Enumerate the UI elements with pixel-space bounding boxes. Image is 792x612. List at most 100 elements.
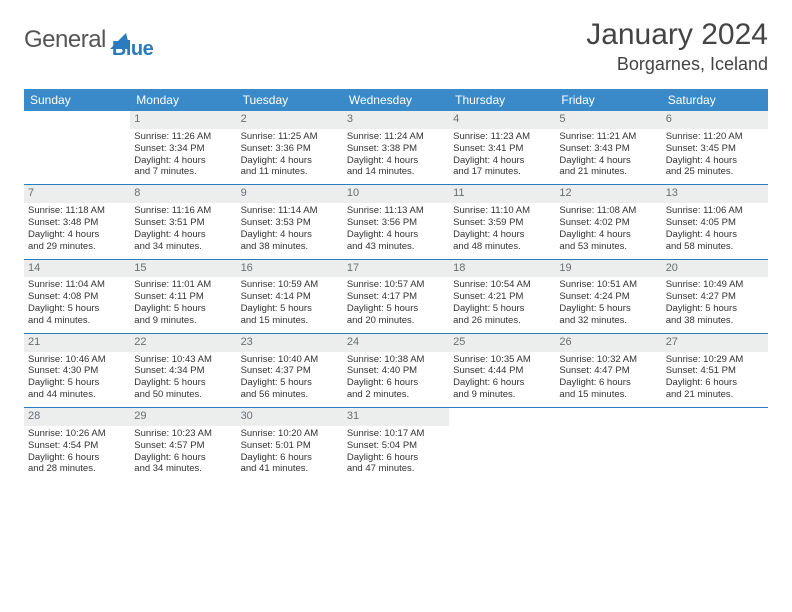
calendar-day-cell: 27Sunrise: 10:29 AMSunset: 4:51 PMDaylig… bbox=[662, 333, 768, 407]
daylight-label-2: and 43 minutes. bbox=[347, 241, 445, 253]
calendar-day-cell: 29Sunrise: 10:23 AMSunset: 4:57 PMDaylig… bbox=[130, 408, 236, 482]
calendar-day-cell: 22Sunrise: 10:43 AMSunset: 4:34 PMDaylig… bbox=[130, 333, 236, 407]
sunrise-label: Sunrise: 10:49 AM bbox=[666, 279, 764, 291]
title-block: January 2024 Borgarnes, Iceland bbox=[586, 18, 768, 75]
sunset-label: Sunset: 3:53 PM bbox=[241, 217, 339, 229]
daylight-label-1: Daylight: 4 hours bbox=[347, 155, 445, 167]
daylight-label-1: Daylight: 5 hours bbox=[134, 377, 232, 389]
daylight-label-1: Daylight: 4 hours bbox=[559, 155, 657, 167]
calendar-day-cell: . bbox=[449, 408, 555, 482]
sunrise-label: Sunrise: 11:13 AM bbox=[347, 205, 445, 217]
sunrise-label: Sunrise: 10:59 AM bbox=[241, 279, 339, 291]
sunrise-label: Sunrise: 10:20 AM bbox=[241, 428, 339, 440]
page-title: January 2024 bbox=[586, 18, 768, 52]
sunset-label: Sunset: 3:45 PM bbox=[666, 143, 764, 155]
daylight-label-2: and 25 minutes. bbox=[666, 166, 764, 178]
daylight-label-2: and 9 minutes. bbox=[134, 315, 232, 327]
sunset-label: Sunset: 4:08 PM bbox=[28, 291, 126, 303]
sunrise-label: Sunrise: 10:17 AM bbox=[347, 428, 445, 440]
daylight-label-1: Daylight: 6 hours bbox=[28, 452, 126, 464]
daylight-label-2: and 29 minutes. bbox=[28, 241, 126, 253]
sunset-label: Sunset: 4:30 PM bbox=[28, 365, 126, 377]
calendar-week-row: 28Sunrise: 10:26 AMSunset: 4:54 PMDaylig… bbox=[24, 408, 768, 482]
weekday-header: Friday bbox=[555, 89, 661, 111]
daylight-label-2: and 21 minutes. bbox=[666, 389, 764, 401]
sunrise-label: Sunrise: 10:23 AM bbox=[134, 428, 232, 440]
calendar-day-cell: 7Sunrise: 11:18 AMSunset: 3:48 PMDayligh… bbox=[24, 185, 130, 259]
daylight-label-2: and 48 minutes. bbox=[453, 241, 551, 253]
sunrise-label: Sunrise: 10:54 AM bbox=[453, 279, 551, 291]
sunset-label: Sunset: 4:57 PM bbox=[134, 440, 232, 452]
sunrise-label: Sunrise: 10:29 AM bbox=[666, 354, 764, 366]
calendar-table: Sunday Monday Tuesday Wednesday Thursday… bbox=[24, 89, 768, 481]
daylight-label-2: and 2 minutes. bbox=[347, 389, 445, 401]
sunset-label: Sunset: 3:56 PM bbox=[347, 217, 445, 229]
sunrise-label: Sunrise: 11:24 AM bbox=[347, 131, 445, 143]
sunrise-label: Sunrise: 10:57 AM bbox=[347, 279, 445, 291]
calendar-day-cell: 30Sunrise: 10:20 AMSunset: 5:01 PMDaylig… bbox=[237, 408, 343, 482]
day-number: 16 bbox=[237, 260, 343, 278]
day-number: 23 bbox=[237, 334, 343, 352]
daylight-label-2: and 58 minutes. bbox=[666, 241, 764, 253]
calendar-day-cell: 17Sunrise: 10:57 AMSunset: 4:17 PMDaylig… bbox=[343, 259, 449, 333]
daylight-label-1: Daylight: 5 hours bbox=[666, 303, 764, 315]
daylight-label-1: Daylight: 6 hours bbox=[134, 452, 232, 464]
daylight-label-1: Daylight: 4 hours bbox=[453, 155, 551, 167]
sunset-label: Sunset: 3:36 PM bbox=[241, 143, 339, 155]
sunrise-label: Sunrise: 10:40 AM bbox=[241, 354, 339, 366]
calendar-day-cell: 25Sunrise: 10:35 AMSunset: 4:44 PMDaylig… bbox=[449, 333, 555, 407]
calendar-week-row: .1Sunrise: 11:26 AMSunset: 3:34 PMDaylig… bbox=[24, 111, 768, 185]
sunrise-label: Sunrise: 10:51 AM bbox=[559, 279, 657, 291]
sunset-label: Sunset: 4:17 PM bbox=[347, 291, 445, 303]
weekday-header: Wednesday bbox=[343, 89, 449, 111]
daylight-label-2: and 15 minutes. bbox=[559, 389, 657, 401]
sunrise-label: Sunrise: 11:20 AM bbox=[666, 131, 764, 143]
daylight-label-2: and 41 minutes. bbox=[241, 463, 339, 475]
day-number: 19 bbox=[555, 260, 661, 278]
day-number: 30 bbox=[237, 408, 343, 426]
daylight-label-2: and 44 minutes. bbox=[28, 389, 126, 401]
sunset-label: Sunset: 4:02 PM bbox=[559, 217, 657, 229]
sunrise-label: Sunrise: 11:16 AM bbox=[134, 205, 232, 217]
calendar-day-cell: 2Sunrise: 11:25 AMSunset: 3:36 PMDayligh… bbox=[237, 111, 343, 185]
calendar-day-cell: 20Sunrise: 10:49 AMSunset: 4:27 PMDaylig… bbox=[662, 259, 768, 333]
calendar-day-cell: 5Sunrise: 11:21 AMSunset: 3:43 PMDayligh… bbox=[555, 111, 661, 185]
daylight-label-1: Daylight: 4 hours bbox=[666, 229, 764, 241]
day-number: 21 bbox=[24, 334, 130, 352]
day-number: 7 bbox=[24, 185, 130, 203]
calendar-week-row: 7Sunrise: 11:18 AMSunset: 3:48 PMDayligh… bbox=[24, 185, 768, 259]
day-number: 22 bbox=[130, 334, 236, 352]
daylight-label-1: Daylight: 4 hours bbox=[241, 155, 339, 167]
sunrise-label: Sunrise: 11:23 AM bbox=[453, 131, 551, 143]
sunset-label: Sunset: 3:38 PM bbox=[347, 143, 445, 155]
day-number: 9 bbox=[237, 185, 343, 203]
calendar-day-cell: 21Sunrise: 10:46 AMSunset: 4:30 PMDaylig… bbox=[24, 333, 130, 407]
calendar-day-cell: 4Sunrise: 11:23 AMSunset: 3:41 PMDayligh… bbox=[449, 111, 555, 185]
sunrise-label: Sunrise: 10:38 AM bbox=[347, 354, 445, 366]
day-number: 15 bbox=[130, 260, 236, 278]
calendar-day-cell: 11Sunrise: 11:10 AMSunset: 3:59 PMDaylig… bbox=[449, 185, 555, 259]
sunrise-label: Sunrise: 10:26 AM bbox=[28, 428, 126, 440]
sunrise-label: Sunrise: 11:06 AM bbox=[666, 205, 764, 217]
day-number: 25 bbox=[449, 334, 555, 352]
calendar-day-cell: 9Sunrise: 11:14 AMSunset: 3:53 PMDayligh… bbox=[237, 185, 343, 259]
sunset-label: Sunset: 4:21 PM bbox=[453, 291, 551, 303]
sunset-label: Sunset: 3:41 PM bbox=[453, 143, 551, 155]
day-number: 27 bbox=[662, 334, 768, 352]
calendar-day-cell: 26Sunrise: 10:32 AMSunset: 4:47 PMDaylig… bbox=[555, 333, 661, 407]
sunrise-label: Sunrise: 11:14 AM bbox=[241, 205, 339, 217]
weekday-header: Tuesday bbox=[237, 89, 343, 111]
daylight-label-1: Daylight: 5 hours bbox=[28, 377, 126, 389]
daylight-label-2: and 21 minutes. bbox=[559, 166, 657, 178]
sunrise-label: Sunrise: 11:04 AM bbox=[28, 279, 126, 291]
daylight-label-2: and 34 minutes. bbox=[134, 241, 232, 253]
daylight-label-2: and 32 minutes. bbox=[559, 315, 657, 327]
calendar-day-cell: 23Sunrise: 10:40 AMSunset: 4:37 PMDaylig… bbox=[237, 333, 343, 407]
sunset-label: Sunset: 3:48 PM bbox=[28, 217, 126, 229]
day-number: 28 bbox=[24, 408, 130, 426]
daylight-label-1: Daylight: 4 hours bbox=[28, 229, 126, 241]
daylight-label-2: and 53 minutes. bbox=[559, 241, 657, 253]
sunrise-label: Sunrise: 10:32 AM bbox=[559, 354, 657, 366]
day-number: 14 bbox=[24, 260, 130, 278]
sunset-label: Sunset: 3:34 PM bbox=[134, 143, 232, 155]
